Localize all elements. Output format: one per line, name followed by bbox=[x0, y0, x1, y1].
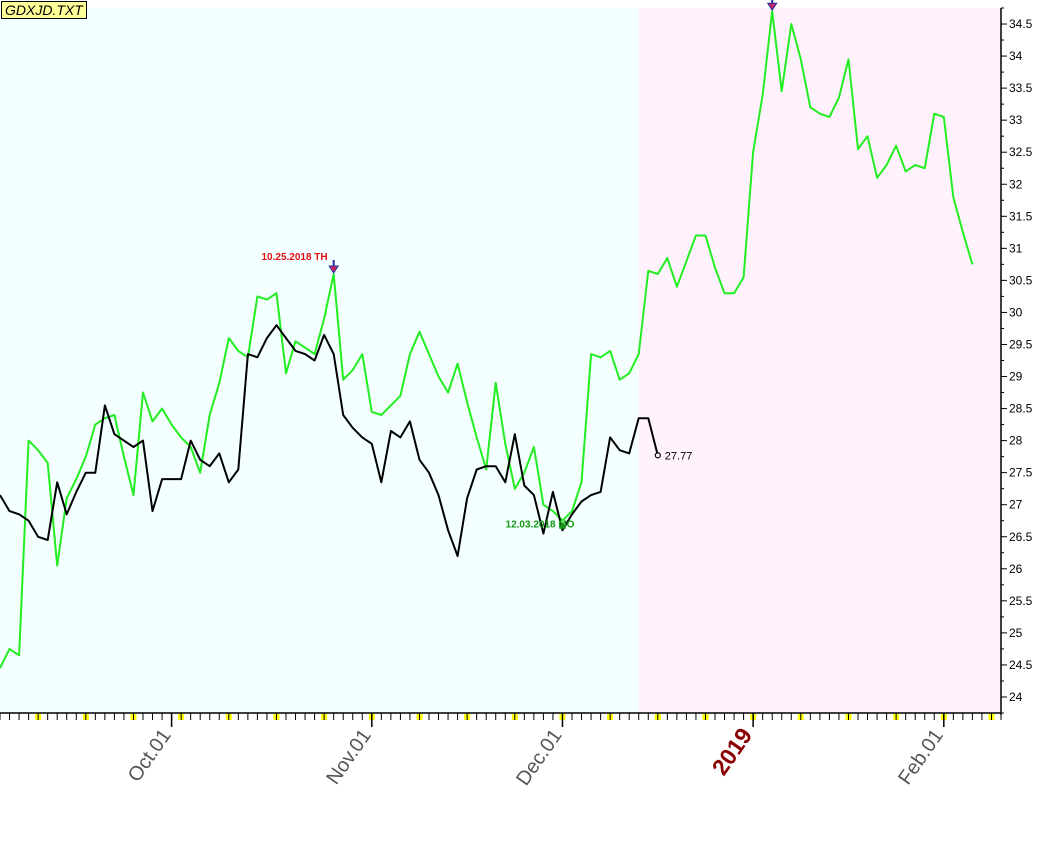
trough-date-label: 12.03.2018 MO bbox=[506, 520, 575, 531]
trough-marker-arrow bbox=[558, 521, 566, 529]
projection-series-line bbox=[0, 10, 974, 669]
x-tick-label: Feb.01 bbox=[894, 725, 948, 789]
x-tick-label: Dec.01 bbox=[512, 725, 566, 790]
last-value-point bbox=[654, 452, 661, 459]
x-tick-label: Nov.01 bbox=[322, 725, 376, 788]
y-tick-label: 26.5 bbox=[1009, 530, 1033, 544]
y-tick-label: 33 bbox=[1009, 113, 1023, 127]
y-tick-label: 28 bbox=[1009, 434, 1023, 448]
file-name-label: GDXJD.TXT bbox=[1, 1, 87, 19]
x-tick-label: Oct.01 bbox=[124, 725, 176, 786]
y-tick-label: 31 bbox=[1009, 241, 1023, 255]
y-tick-label: 30 bbox=[1009, 305, 1023, 319]
y-axis: 24 24.5 25 25.5 26 26.5 27 27.5 28 28.5 29 29.5 30 30… bbox=[1000, 7, 1033, 715]
y-tick-label: 25 bbox=[1009, 626, 1023, 640]
y-tick-label: 24.5 bbox=[1009, 658, 1033, 672]
actual-series-line bbox=[0, 324, 659, 557]
y-tick-label: 25.5 bbox=[1009, 594, 1033, 608]
y-tick-label: 27 bbox=[1009, 498, 1023, 512]
y-tick-label: 32.5 bbox=[1009, 145, 1033, 159]
x-tick-label: 2019 bbox=[707, 723, 758, 780]
y-tick-label: 29 bbox=[1009, 370, 1023, 384]
y-tick-label: 30.5 bbox=[1009, 273, 1033, 287]
series-layer: 27.77 bbox=[0, 10, 974, 669]
y-tick-label: 32 bbox=[1009, 177, 1023, 191]
last-value-label: 27.77 bbox=[665, 450, 693, 462]
peak-marker-arrow bbox=[328, 265, 340, 274]
y-tick-label: 27.5 bbox=[1009, 466, 1033, 480]
projection-region-background bbox=[638, 8, 1001, 713]
peak-date-label: 10.25.2018 TH bbox=[261, 252, 327, 263]
peak-marker-arrow bbox=[766, 2, 778, 12]
y-tick-label: 29.5 bbox=[1009, 337, 1033, 351]
y-tick-label: 31.5 bbox=[1009, 209, 1033, 223]
y-tick-label: 33.5 bbox=[1009, 81, 1033, 95]
y-tick-label: 28.5 bbox=[1009, 402, 1033, 416]
x-axis: Oct.01 Nov.01 Dec.01 2019 Feb.01 bbox=[0, 712, 1002, 790]
y-tick-label: 24 bbox=[1009, 690, 1023, 704]
y-tick-label: 26 bbox=[1009, 562, 1023, 576]
y-tick-label: 34.5 bbox=[1009, 17, 1033, 31]
historical-region-background bbox=[0, 8, 639, 713]
y-tick-label: 34 bbox=[1009, 49, 1023, 63]
